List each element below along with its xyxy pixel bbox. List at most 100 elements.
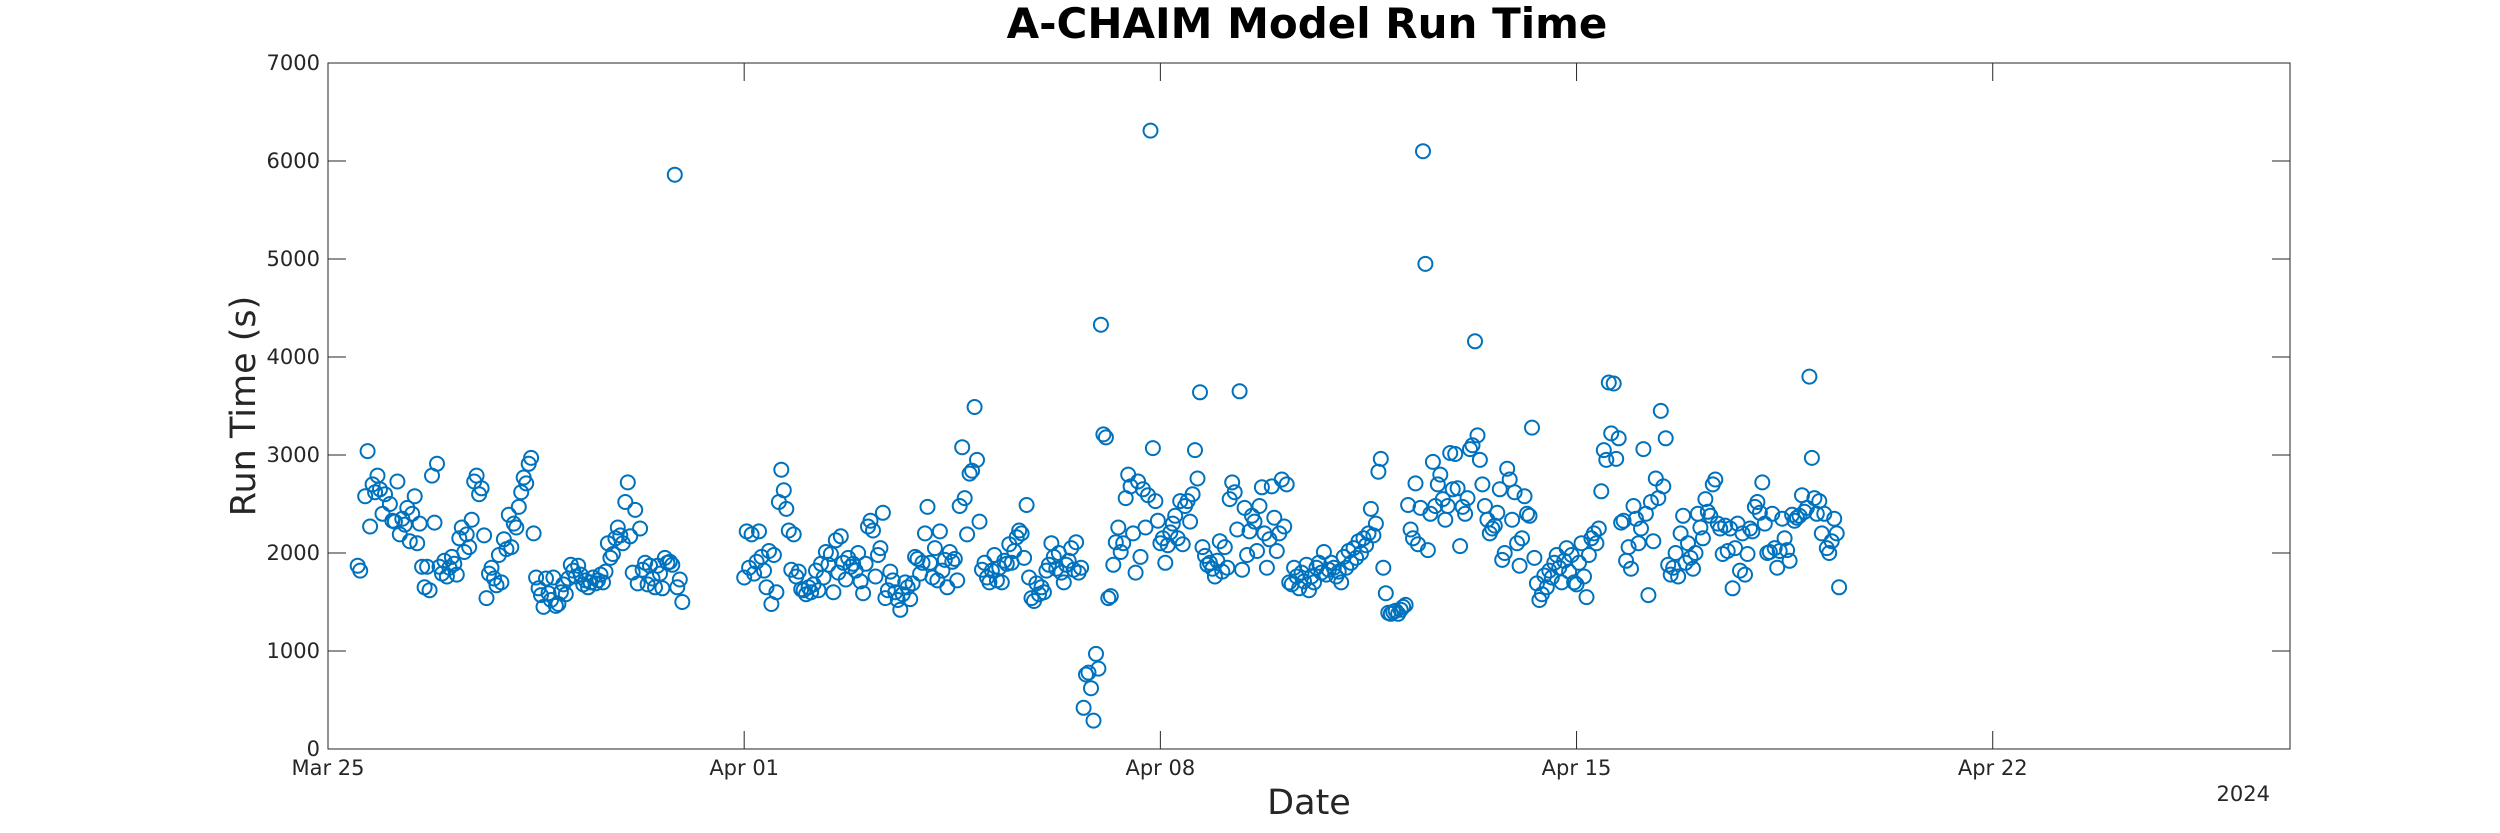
data-point <box>954 439 971 456</box>
data-point <box>758 579 775 596</box>
data-point <box>1462 441 1478 458</box>
data-point <box>1608 450 1625 467</box>
data-point <box>1085 712 1102 729</box>
data-point <box>362 518 379 535</box>
x-tick-label: Mar 25 <box>291 756 364 780</box>
data-point <box>451 530 468 547</box>
data-point <box>835 554 852 571</box>
y-tick-label: 5000 <box>267 247 320 271</box>
data-point <box>874 504 891 521</box>
data-point <box>1776 530 1793 547</box>
data-point <box>570 557 587 574</box>
data-point <box>1251 498 1268 514</box>
data-point <box>1355 530 1372 547</box>
data-point <box>746 565 763 582</box>
data-point <box>1509 535 1526 552</box>
data-point <box>790 563 807 580</box>
data-point <box>1130 473 1147 490</box>
data-point <box>902 591 919 608</box>
data-point <box>850 545 867 561</box>
y-tick-label: 0 <box>307 737 320 761</box>
data-point <box>1187 442 1203 459</box>
data-point <box>1226 484 1243 501</box>
data-point <box>1224 474 1241 491</box>
data-point <box>1571 554 1587 571</box>
data-point <box>429 455 445 472</box>
data-point <box>381 496 398 512</box>
data-point <box>1590 520 1607 537</box>
data-point <box>612 527 629 544</box>
data-point <box>1514 530 1530 547</box>
data-point <box>1157 554 1174 571</box>
data-point <box>1429 476 1446 493</box>
data-point <box>448 566 465 583</box>
x-tick-label: Apr 08 <box>1125 756 1195 780</box>
data-point <box>857 555 874 572</box>
data-point <box>1338 559 1355 576</box>
data-point <box>1092 316 1109 333</box>
data-point <box>1816 505 1833 522</box>
data-point <box>523 449 540 466</box>
data-point <box>463 511 480 528</box>
axis-ticks: 0 1000 2000 3000 4000 5000 6000 7000 Mar 25 Apr 0… <box>267 51 2290 780</box>
data-point <box>1657 430 1674 447</box>
data-point <box>936 551 953 568</box>
data-point <box>822 546 839 562</box>
y-tick-label: 7000 <box>267 51 320 75</box>
data-point <box>664 556 681 573</box>
data-point <box>357 488 374 505</box>
data-point <box>1276 518 1293 535</box>
data-point <box>756 562 772 579</box>
data-point <box>1585 525 1602 542</box>
y-tick-label: 6000 <box>267 149 320 173</box>
data-point <box>1524 419 1540 436</box>
data-point <box>503 539 520 556</box>
data-point <box>1278 476 1295 493</box>
data-point <box>1075 699 1092 716</box>
data-point <box>1249 543 1265 559</box>
data-point <box>1090 660 1107 677</box>
data-point <box>803 584 820 601</box>
data-point <box>461 539 478 556</box>
data-point <box>547 597 564 614</box>
data-point <box>1692 519 1709 536</box>
x-axis-year-label: 2024 <box>2217 782 2270 806</box>
data-point <box>456 544 473 560</box>
data-point <box>493 574 510 591</box>
data-point <box>1184 486 1201 503</box>
data-point <box>1459 490 1476 507</box>
data-point <box>981 574 998 591</box>
data-point <box>359 443 376 460</box>
data-point <box>406 488 423 505</box>
data-point <box>1102 588 1119 605</box>
data-point <box>1538 579 1555 596</box>
data-point <box>1253 479 1270 496</box>
data-point <box>1826 510 1843 527</box>
data-point <box>778 500 795 517</box>
data-point <box>1083 680 1099 697</box>
data-point <box>1407 475 1424 492</box>
data-point <box>1521 507 1538 524</box>
data-point <box>899 579 916 596</box>
data-point <box>1764 505 1781 522</box>
data-point <box>1707 471 1724 488</box>
data-point <box>1422 505 1439 522</box>
data-point <box>597 563 614 580</box>
data-point <box>1491 481 1508 498</box>
data-point <box>951 498 968 514</box>
data-point <box>1144 440 1161 457</box>
data-point <box>1469 427 1486 444</box>
data-point <box>773 461 790 478</box>
data-point <box>1471 451 1488 468</box>
x-tick-label: Apr 22 <box>1958 756 2028 780</box>
data-point <box>1670 568 1687 585</box>
data-point <box>609 519 626 536</box>
data-point <box>1687 545 1704 561</box>
data-point <box>617 494 634 510</box>
data-point <box>1546 554 1563 571</box>
data-point <box>1080 664 1097 681</box>
data-point <box>352 562 369 579</box>
data-point <box>961 465 978 482</box>
y-tick-label: 4000 <box>267 345 320 369</box>
data-point <box>483 559 500 576</box>
